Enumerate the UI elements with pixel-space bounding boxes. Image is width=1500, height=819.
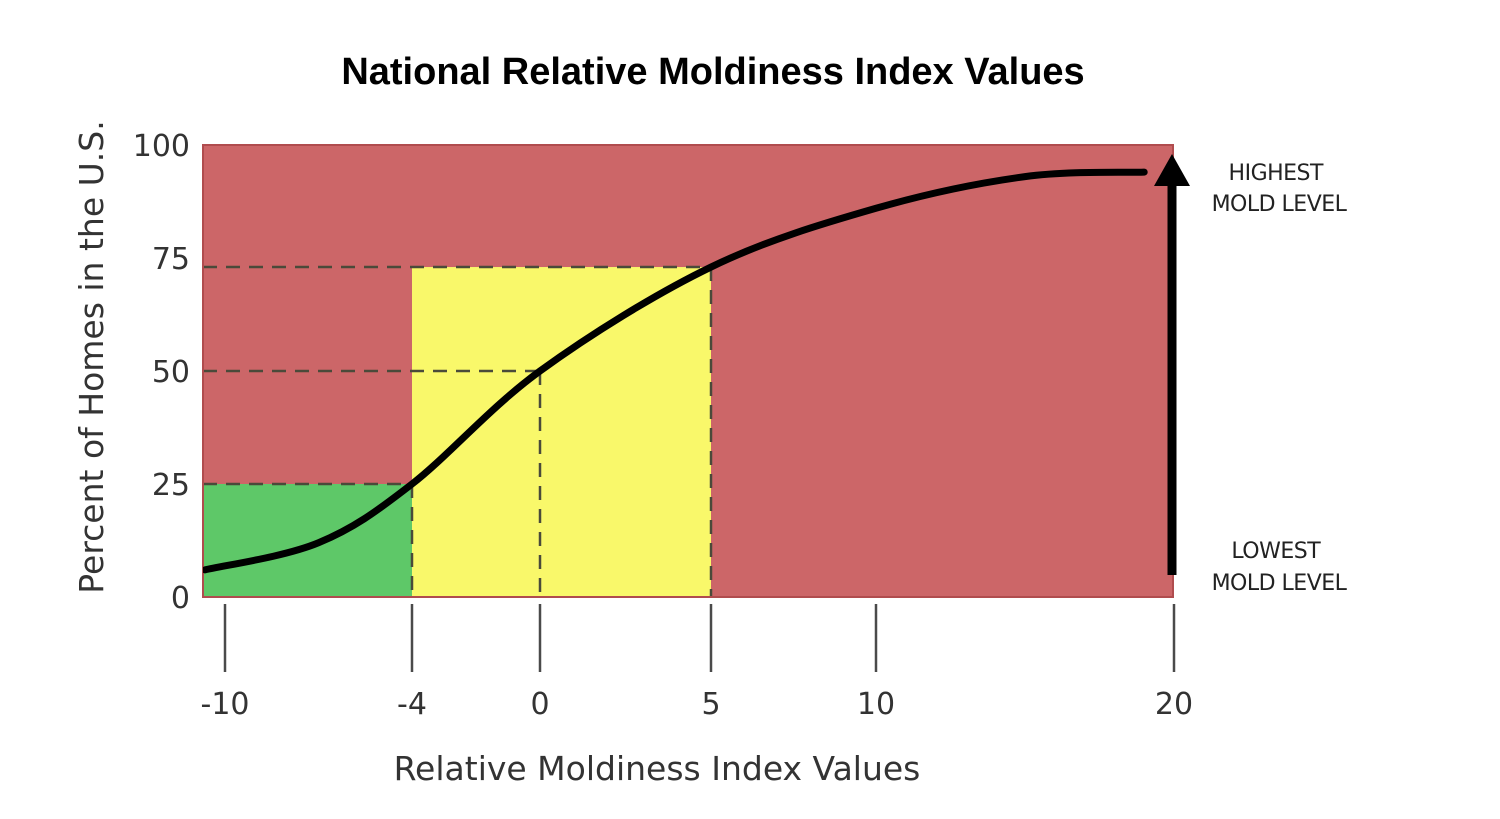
reference-lines bbox=[203, 265, 713, 597]
y-tick-label-3: 75 bbox=[152, 242, 190, 277]
x-tick-label-2: 0 bbox=[530, 687, 549, 722]
y-tick-label-0: 0 bbox=[171, 581, 190, 616]
mold-level-arrow bbox=[1154, 154, 1190, 575]
y-tick-label-1: 25 bbox=[152, 468, 190, 503]
x-axis-title: Relative Moldiness Index Values bbox=[394, 749, 921, 788]
band-green bbox=[203, 484, 412, 597]
x-axis: -10 -4 0 5 10 20 bbox=[201, 604, 1193, 722]
band-yellow bbox=[412, 267, 711, 597]
chart-title: National Relative Moldiness Index Values bbox=[341, 51, 1084, 93]
x-tick-label-1: -4 bbox=[397, 687, 427, 722]
highest-mold-label: HIGHEST MOLD LEVEL bbox=[1212, 161, 1348, 217]
x-tick-label-3: 5 bbox=[701, 687, 720, 722]
series-line-0 bbox=[203, 168, 1148, 574]
x-tick-label-4: 10 bbox=[857, 687, 895, 722]
lowest-mold-label: LOWEST MOLD LEVEL bbox=[1212, 539, 1348, 596]
y-axis: 0 25 50 75 100 bbox=[133, 129, 190, 616]
curve-layer bbox=[203, 168, 1148, 574]
y-tick-label-4: 100 bbox=[133, 129, 190, 164]
x-tick-label-5: 20 bbox=[1155, 687, 1193, 722]
y-axis-title: Percent of Homes in the U.S. bbox=[72, 120, 111, 593]
x-tick-label-0: -10 bbox=[201, 687, 250, 722]
y-tick-label-2: 50 bbox=[152, 355, 190, 390]
